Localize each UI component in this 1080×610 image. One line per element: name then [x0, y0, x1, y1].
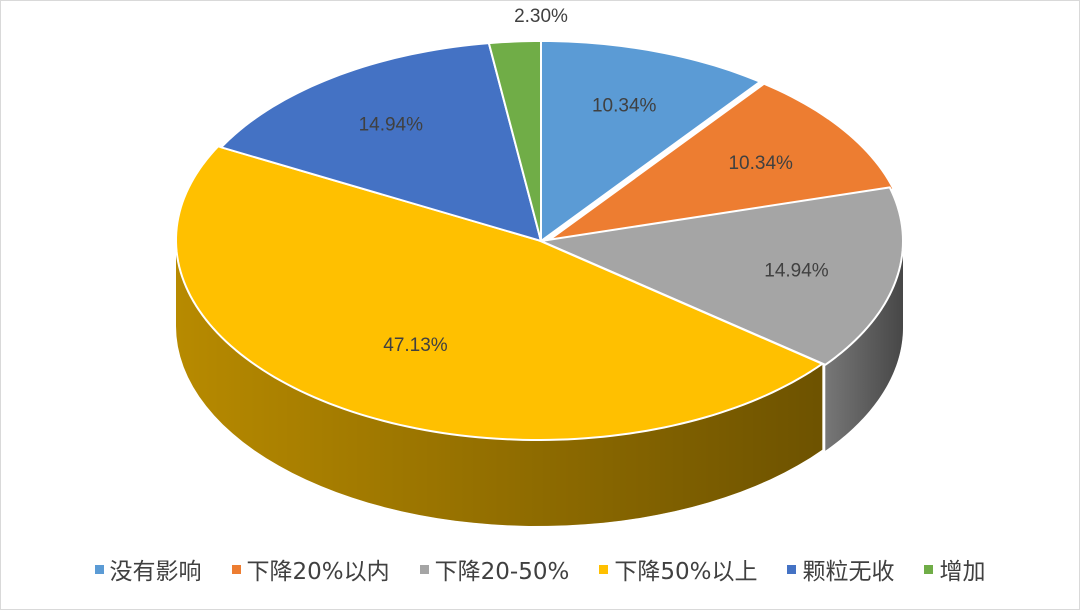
pie-slice — [540, 40, 761, 242]
data-label: 10.34% — [592, 96, 657, 117]
legend-label: 下降50%以上 — [614, 559, 758, 585]
legend-item: 颗粒无收 — [787, 552, 894, 586]
data-label: 14.94% — [359, 114, 424, 135]
legend-swatch — [787, 564, 797, 574]
data-label: 10.34% — [728, 153, 793, 174]
pie-slice — [487, 40, 542, 242]
pie-slice — [540, 186, 904, 366]
legend-swatch — [94, 564, 104, 574]
pie-slice-side-shade — [176, 240, 823, 526]
legend-swatch — [419, 564, 429, 574]
legend-item: 下降50%以上 — [599, 552, 757, 586]
pie-slice — [544, 82, 895, 244]
data-label: 2.30% — [514, 6, 568, 27]
legend-label: 没有影响 — [109, 559, 202, 585]
legend-item: 没有影响 — [94, 552, 202, 586]
legend-item: 下降20%以内 — [231, 552, 390, 586]
legend-swatch — [599, 564, 609, 574]
legend-item: 下降20-50% — [419, 552, 570, 586]
legend-swatch — [924, 564, 934, 574]
pie-slice-side-shade — [825, 241, 903, 451]
legend-label: 颗粒无收 — [802, 559, 895, 585]
legend-label: 下降20-50% — [434, 559, 570, 585]
pie-slice — [175, 145, 824, 441]
data-labels: 10.34% 10.34% 14.94% 47.13% 14.94% 2.30% — [359, 6, 829, 356]
data-label: 14.94% — [764, 260, 829, 281]
pie-tops — [175, 40, 904, 441]
data-label: 47.13% — [383, 335, 448, 356]
legend-label: 下降20%以内 — [246, 559, 390, 585]
legend-swatch — [231, 564, 241, 574]
legend-label: 增加 — [939, 559, 986, 585]
legend: 没有影响 下降20%以内 下降20-50% 下降50%以上 颗粒无收 增加 — [1, 551, 1079, 587]
legend-item: 增加 — [924, 552, 985, 586]
pie-sides — [176, 240, 903, 526]
pie-slice — [220, 42, 542, 242]
